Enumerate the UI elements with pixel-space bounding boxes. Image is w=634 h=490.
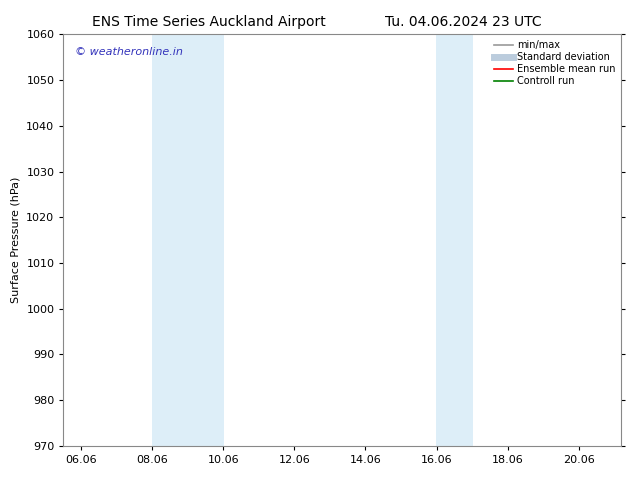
- Text: Tu. 04.06.2024 23 UTC: Tu. 04.06.2024 23 UTC: [384, 15, 541, 29]
- Text: ENS Time Series Auckland Airport: ENS Time Series Auckland Airport: [93, 15, 326, 29]
- Legend: min/max, Standard deviation, Ensemble mean run, Controll run: min/max, Standard deviation, Ensemble me…: [491, 37, 618, 89]
- Y-axis label: Surface Pressure (hPa): Surface Pressure (hPa): [11, 177, 21, 303]
- Bar: [436, 34, 473, 446]
- Bar: [152, 34, 224, 446]
- Text: © weatheronline.in: © weatheronline.in: [75, 47, 183, 57]
